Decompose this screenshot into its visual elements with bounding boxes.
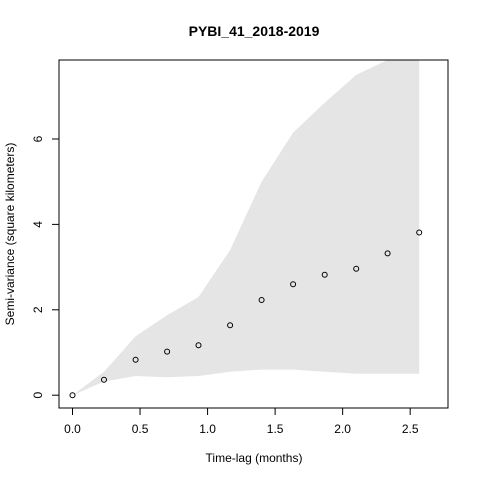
data-point bbox=[227, 322, 234, 329]
data-point bbox=[164, 348, 171, 355]
data-point bbox=[321, 271, 328, 278]
x-tick-label: 0.5 bbox=[132, 422, 149, 436]
data-point bbox=[132, 356, 139, 363]
data-point bbox=[101, 376, 107, 383]
x-tick-label: 2.5 bbox=[402, 422, 419, 436]
x-axis-label: Time-lag (months) bbox=[206, 451, 303, 465]
data-point bbox=[416, 229, 423, 236]
x-axis: 0.0 0.5 1.0 1.5 2.0 2.5 bbox=[64, 407, 419, 436]
plot-area bbox=[69, 60, 423, 399]
y-tick-label: 2 bbox=[31, 306, 45, 313]
data-point bbox=[384, 250, 391, 257]
envelope-band bbox=[72, 60, 420, 396]
data-point bbox=[195, 342, 202, 349]
y-tick-label: 4 bbox=[31, 221, 45, 228]
x-tick-label: 2.0 bbox=[334, 422, 351, 436]
data-point bbox=[353, 265, 360, 272]
y-tick-label: 6 bbox=[31, 135, 45, 142]
x-tick-label: 1.0 bbox=[199, 422, 216, 436]
x-tick-label: 0.0 bbox=[64, 422, 81, 436]
data-point bbox=[258, 297, 265, 303]
y-axis: 0 2 4 6 bbox=[31, 135, 60, 399]
y-tick-label: 0 bbox=[31, 392, 45, 399]
y-axis-label: Semi-variance (square kilometers) bbox=[3, 143, 17, 326]
chart-title: PYBI_41_2018-2019 bbox=[189, 23, 320, 39]
data-point bbox=[290, 281, 297, 288]
data-points bbox=[69, 229, 423, 399]
data-point bbox=[69, 392, 76, 399]
x-tick-label: 1.5 bbox=[267, 422, 284, 436]
